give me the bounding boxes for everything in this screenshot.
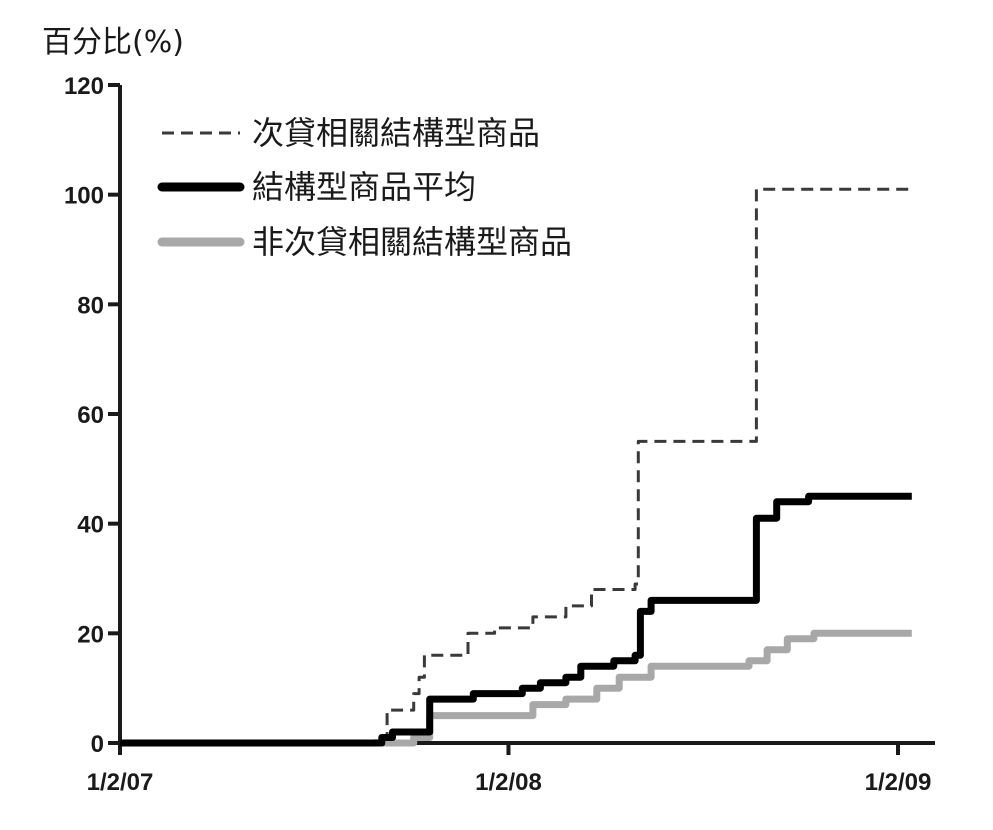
- plot-area: 0 20 40 60 80 100 120 1/2/07 1/2/08 1/2/09: [64, 73, 935, 796]
- legend-label-3: 非次貸相關結構型商品: [252, 223, 572, 261]
- y-tick-label: 100: [64, 183, 104, 210]
- x-tick-label: 1/2/07: [87, 769, 154, 796]
- y-tick-label: 80: [77, 292, 104, 319]
- legend-label-1: 次貸相關結構型商品: [252, 114, 540, 152]
- legend-label-2: 結構型商品平均: [252, 168, 476, 206]
- series-line-2: [120, 492, 912, 747]
- y-tick-label: 40: [77, 512, 104, 539]
- y-tick-label: 120: [64, 73, 104, 100]
- y-tick-label: 20: [77, 621, 104, 648]
- y-axis-label: 百分比(%): [42, 25, 184, 60]
- series-line-3: [120, 629, 912, 747]
- y-tick-label: 0: [91, 731, 104, 758]
- x-tick-label: 1/2/09: [865, 769, 932, 796]
- x-tick-label: 1/2/08: [475, 769, 542, 796]
- series-line-1: [120, 187, 912, 745]
- y-tick-label: 60: [77, 402, 104, 429]
